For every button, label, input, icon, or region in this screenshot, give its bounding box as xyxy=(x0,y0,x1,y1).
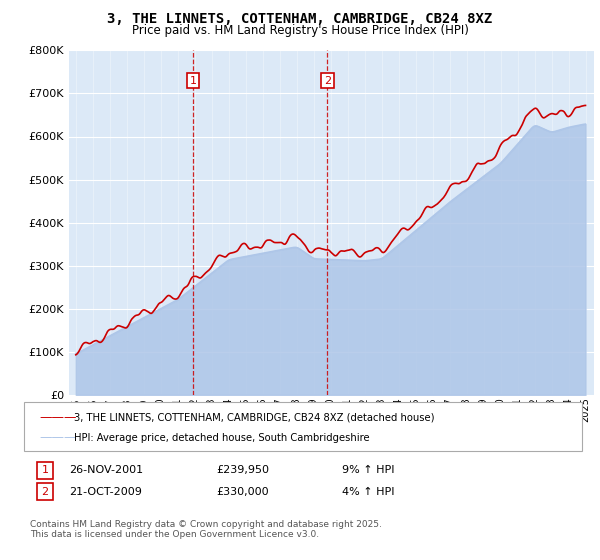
Text: ———: ——— xyxy=(39,411,77,424)
Text: £239,950: £239,950 xyxy=(216,465,269,475)
Text: 1: 1 xyxy=(190,76,197,86)
Text: Contains HM Land Registry data © Crown copyright and database right 2025.
This d: Contains HM Land Registry data © Crown c… xyxy=(30,520,382,539)
Text: £330,000: £330,000 xyxy=(216,487,269,497)
Text: HPI: Average price, detached house, South Cambridgeshire: HPI: Average price, detached house, Sout… xyxy=(74,433,370,443)
Text: 26-NOV-2001: 26-NOV-2001 xyxy=(69,465,143,475)
Text: Price paid vs. HM Land Registry's House Price Index (HPI): Price paid vs. HM Land Registry's House … xyxy=(131,24,469,37)
Text: 21-OCT-2009: 21-OCT-2009 xyxy=(69,487,142,497)
Text: 1: 1 xyxy=(41,465,49,475)
Text: ———: ——— xyxy=(39,431,77,445)
Text: 2: 2 xyxy=(323,76,331,86)
Text: 9% ↑ HPI: 9% ↑ HPI xyxy=(342,465,395,475)
Text: 3, THE LINNETS, COTTENHAM, CAMBRIDGE, CB24 8XZ: 3, THE LINNETS, COTTENHAM, CAMBRIDGE, CB… xyxy=(107,12,493,26)
Text: 4% ↑ HPI: 4% ↑ HPI xyxy=(342,487,395,497)
Text: 3, THE LINNETS, COTTENHAM, CAMBRIDGE, CB24 8XZ (detached house): 3, THE LINNETS, COTTENHAM, CAMBRIDGE, CB… xyxy=(74,413,434,423)
Text: 2: 2 xyxy=(41,487,49,497)
